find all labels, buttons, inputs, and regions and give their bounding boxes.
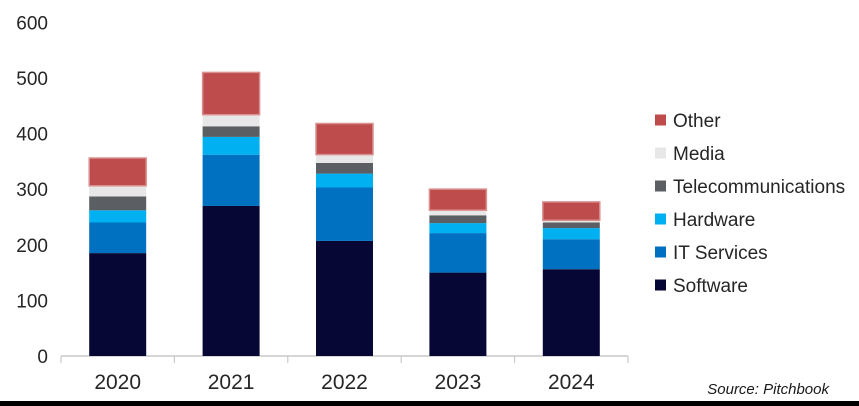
bar-2021-it-services-segment bbox=[202, 154, 260, 206]
legend-swatch-other bbox=[655, 114, 666, 126]
bar-2023-it-services-segment bbox=[429, 233, 487, 273]
bar-2020-telecommunications-segment bbox=[89, 196, 147, 211]
x-axis-category-label: 2020 bbox=[94, 371, 141, 394]
legend-swatch-hardware bbox=[655, 213, 666, 225]
bar-2023-software-segment bbox=[429, 272, 487, 356]
bar-2020-other-segment bbox=[88, 157, 147, 187]
legend-swatch-it-services bbox=[655, 246, 666, 258]
x-axis-category-label: 2024 bbox=[548, 371, 595, 394]
bar-2024-telecommunications-segment bbox=[542, 222, 600, 229]
bar-2024-other-segment bbox=[542, 201, 601, 222]
bar-2022-media-segment bbox=[316, 154, 373, 163]
legend-swatch-software bbox=[655, 279, 666, 291]
bar-2023-telecommunications-segment bbox=[429, 215, 487, 224]
bar-2021-other-segment bbox=[201, 71, 261, 116]
bottom-border-line bbox=[0, 401, 859, 406]
bar-2024-it-services-segment bbox=[542, 239, 600, 270]
x-axis-category-label: 2023 bbox=[435, 371, 482, 394]
bar-2024-hardware-segment bbox=[542, 228, 600, 240]
bar-2023-media-segment bbox=[429, 210, 487, 216]
y-axis-tick-label: 300 bbox=[16, 180, 48, 201]
legend-label-media: Media bbox=[673, 144, 725, 165]
x-axis-category-label: 2022 bbox=[321, 371, 368, 394]
y-axis-tick-label: 0 bbox=[37, 347, 48, 368]
legend-label-software: Software bbox=[673, 276, 748, 297]
bar-2023-other-segment bbox=[428, 188, 488, 211]
bar-2022-hardware-segment bbox=[316, 173, 373, 188]
y-axis-tick-label: 100 bbox=[16, 291, 48, 312]
x-axis-category-label: 2021 bbox=[208, 371, 255, 394]
legend-label-telecommunications: Telecommunications bbox=[673, 177, 845, 198]
y-axis-tick-label: 400 bbox=[16, 125, 48, 146]
bar-2022-it-services-segment bbox=[316, 187, 373, 241]
bar-2021-hardware-segment bbox=[202, 136, 260, 155]
legend-swatch-media bbox=[655, 147, 666, 159]
bar-2021-software-segment bbox=[202, 205, 260, 356]
bar-2021-telecommunications-segment bbox=[202, 126, 260, 137]
bar-2024-media-segment bbox=[542, 220, 600, 223]
bar-2022-software-segment bbox=[316, 240, 373, 356]
bar-2022-telecommunications-segment bbox=[316, 163, 373, 174]
bar-2021-media-segment bbox=[202, 114, 260, 127]
bar-2020-software-segment bbox=[89, 253, 147, 356]
bar-2020-media-segment bbox=[89, 185, 147, 197]
y-axis-tick-label: 600 bbox=[16, 13, 48, 34]
bar-2024-software-segment bbox=[542, 269, 600, 356]
legend-label-other: Other bbox=[673, 111, 721, 132]
y-axis-tick-label: 200 bbox=[16, 236, 48, 257]
legend-label-hardware: Hardware bbox=[673, 210, 755, 231]
bar-2020-it-services-segment bbox=[89, 222, 147, 254]
legend-swatch-telecommunications bbox=[655, 180, 666, 192]
bar-2022-other-segment bbox=[315, 122, 374, 156]
bar-2023-hardware-segment bbox=[429, 223, 487, 234]
source-note: Source: Pitchbook bbox=[707, 381, 829, 398]
y-axis-tick-label: 500 bbox=[16, 69, 48, 90]
legend-label-it-services: IT Services bbox=[673, 243, 768, 264]
bar-2020-hardware-segment bbox=[89, 210, 147, 223]
